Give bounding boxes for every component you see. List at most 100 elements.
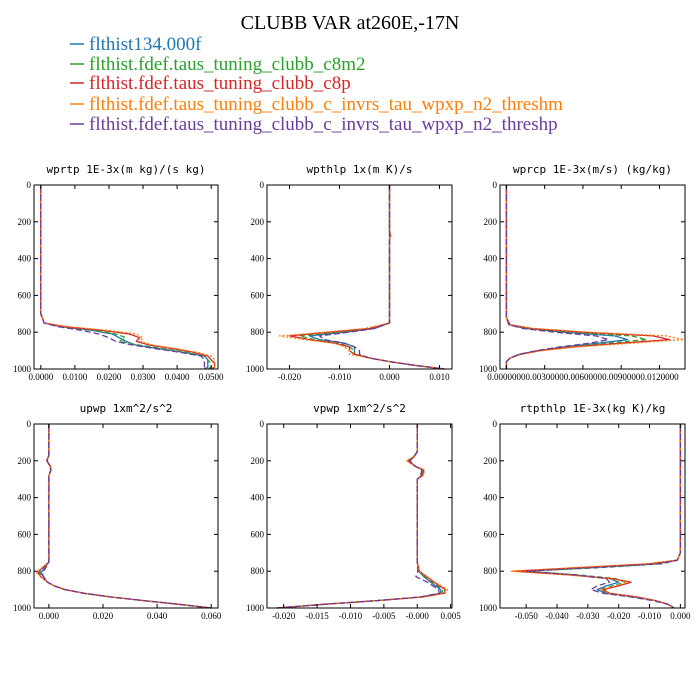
series-line <box>505 185 629 369</box>
series-line <box>41 424 212 609</box>
series-line <box>318 185 445 370</box>
plot-frame <box>33 423 219 609</box>
y-tick-label: 1000 <box>246 603 265 613</box>
x-tick-label: 0.020 <box>93 611 114 621</box>
y-tick-label: 200 <box>484 456 498 466</box>
y-tick-label: 200 <box>18 217 32 227</box>
x-tick-label: 0.060 <box>201 611 222 621</box>
plot-frame <box>266 184 453 370</box>
y-tick-label: 400 <box>251 254 265 264</box>
x-tick-label: 0.000 <box>39 611 60 621</box>
y-tick-label: 400 <box>18 254 32 264</box>
legend-label: flthist.fdef.taus_tuning_clubb_c_invrs_t… <box>89 114 558 135</box>
chart-panel: wpthlp 1x(m K)/s -0.020 -0.010 0.000 0.010 0 2… <box>246 163 453 382</box>
legend-label: flthist134.000f <box>89 34 202 55</box>
legend-entry: flthist134.000f <box>70 34 202 55</box>
series-line <box>505 185 648 369</box>
x-tick-label: 0.0100 <box>63 372 88 382</box>
series-line <box>40 185 212 370</box>
y-tick-label: 400 <box>18 493 32 503</box>
y-tick-label: 0 <box>493 180 498 190</box>
series-line <box>505 185 685 369</box>
panel-title: upwp 1xm^2/s^2 <box>80 402 173 415</box>
y-tick-label: 0 <box>260 180 265 190</box>
y-tick-label: 600 <box>484 290 498 300</box>
x-tick-label: -0.010 <box>328 372 352 382</box>
chart-panel: vpwp 1xm^2/s^2 -0.020 -0.015 -0.010 -0.005 -0… <box>246 402 461 621</box>
y-tick-label: 1000 <box>13 364 32 374</box>
y-tick-label: 600 <box>484 529 498 539</box>
x-tick-label: -0.020 <box>278 372 302 382</box>
series-line <box>510 424 682 609</box>
figure-legend: flthist134.000f flthist.fdef.taus_tuning… <box>70 34 563 135</box>
x-tick-label: 0.0300 <box>131 372 156 382</box>
y-tick-label: 600 <box>251 529 265 539</box>
x-tick-label: 0.010 <box>429 372 450 382</box>
series-line <box>37 424 212 609</box>
x-tick-label: 0.0030000 <box>526 372 565 382</box>
y-tick-label: 800 <box>484 327 498 337</box>
x-tick-label: 0.000 <box>670 611 691 621</box>
x-tick-label: 0.0060000 <box>564 372 603 382</box>
x-tick-label: 0.0400 <box>165 372 190 382</box>
x-tick-label: -0.015 <box>305 611 329 621</box>
chart-panel: upwp 1xm^2/s^2 0.000 0.020 0.040 0.060 0 200 40… <box>13 402 222 621</box>
y-tick-label: 1000 <box>246 364 265 374</box>
panel-title: wprtp 1E-3x(m kg)/(s kg) <box>47 163 206 176</box>
y-tick-label: 800 <box>484 566 498 576</box>
x-tick-label: 0.005 <box>441 611 462 621</box>
plot-frame <box>266 423 453 609</box>
series-line <box>40 424 212 609</box>
series-line <box>38 424 212 609</box>
x-tick-label: -0.000 <box>406 611 430 621</box>
plot-frame <box>499 423 686 609</box>
y-tick-label: 0 <box>260 419 265 429</box>
chart-panels: wprtp 1E-3x(m kg)/(s kg)0.0000 0.0100 0.02… <box>13 163 691 621</box>
y-tick-label: 400 <box>251 493 265 503</box>
series-line <box>40 185 206 370</box>
x-tick-label: 0.0200 <box>97 372 122 382</box>
series-line <box>519 424 682 609</box>
series-line <box>288 185 445 370</box>
panel-title: vpwp 1xm^2/s^2 <box>313 402 406 415</box>
x-tick-label: 0.0000 <box>28 372 53 382</box>
x-tick-label: 0.0500 <box>199 372 224 382</box>
x-tick-label: -0.020 <box>272 611 296 621</box>
series-line <box>513 424 682 609</box>
legend-entry: flthist.fdef.taus_tuning_clubb_c8m2 <box>70 54 366 75</box>
y-tick-label: 0 <box>27 419 32 429</box>
chart-panel: rtpthlp 1E-3x(kg K)/kg -0.050 -0.040 -0.030… <box>479 402 691 621</box>
legend-label: flthist.fdef.taus_tuning_clubb_c8m2 <box>89 54 366 75</box>
series-line <box>40 185 209 370</box>
y-tick-label: 600 <box>18 529 32 539</box>
chart-panel: wprtp 1E-3x(m kg)/(s kg) 0.0000 0.0100 0.02… <box>13 163 224 382</box>
y-tick-label: 800 <box>251 327 265 337</box>
series-line <box>278 185 445 370</box>
y-tick-label: 0 <box>493 419 498 429</box>
y-tick-label: 1000 <box>479 364 498 374</box>
legend-entry: flthist.fdef.taus_tuning_clubb_c_invrs_t… <box>70 94 563 115</box>
x-tick-label: 0.040 <box>147 611 168 621</box>
legend-entry: flthist.fdef.taus_tuning_clubb_c8p <box>70 73 351 94</box>
x-tick-label: -0.030 <box>576 611 600 621</box>
y-tick-label: 0 <box>27 180 32 190</box>
x-tick-label: -0.005 <box>372 611 396 621</box>
panel-title: rtpthlp 1E-3x(kg K)/kg <box>520 402 666 415</box>
series-line <box>525 424 682 609</box>
x-tick-label: -0.040 <box>545 611 569 621</box>
y-tick-label: 400 <box>484 493 498 503</box>
y-tick-label: 200 <box>251 217 265 227</box>
legend-label: flthist.fdef.taus_tuning_clubb_c8p <box>89 73 351 94</box>
chart-panel: wprcp 1E-3x(m/s) (kg/kg) 0.0000000 0.00300… <box>479 163 686 382</box>
y-tick-label: 1000 <box>13 603 32 613</box>
x-tick-label: -0.010 <box>339 611 363 621</box>
y-tick-label: 800 <box>18 566 32 576</box>
series-line <box>36 424 212 609</box>
series-line <box>276 424 440 609</box>
x-tick-label: 0.0090000 <box>602 372 641 382</box>
legend-label: flthist.fdef.taus_tuning_clubb_c_invrs_t… <box>89 94 563 115</box>
plot-frame <box>33 184 219 370</box>
figure-title: CLUBB VAR at260E,-17N <box>241 12 460 34</box>
y-tick-label: 800 <box>251 566 265 576</box>
